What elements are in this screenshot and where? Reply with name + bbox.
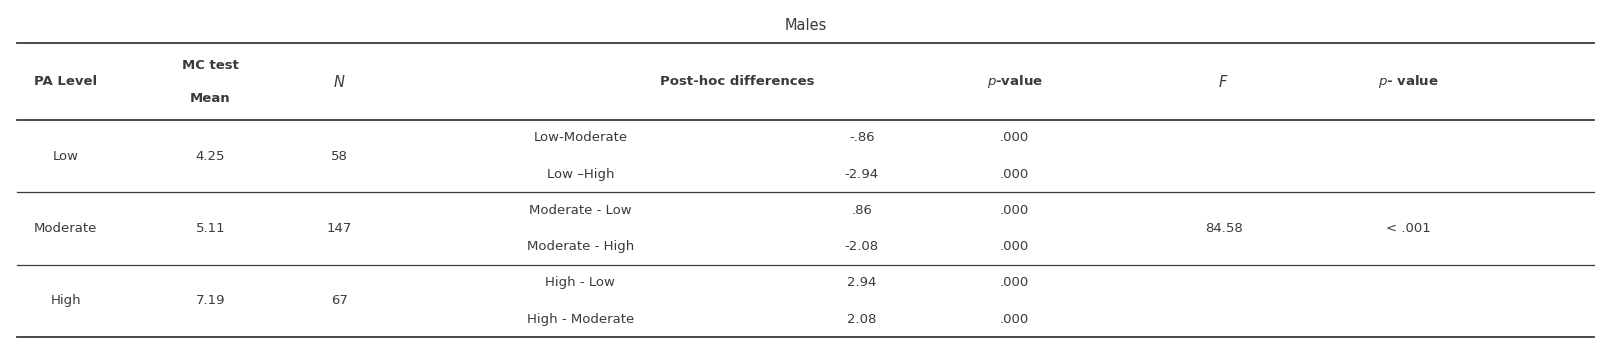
Text: .000: .000 — [1000, 131, 1029, 144]
Text: .000: .000 — [1000, 313, 1029, 325]
Text: .000: .000 — [1000, 203, 1029, 217]
Text: PA Level: PA Level — [34, 75, 97, 88]
Text: 67: 67 — [330, 294, 348, 307]
Text: High: High — [50, 294, 81, 307]
Text: .000: .000 — [1000, 275, 1029, 289]
Text: -2.94: -2.94 — [844, 168, 880, 182]
Text: $\mathit{F}$: $\mathit{F}$ — [1218, 74, 1229, 90]
Text: 84.58: 84.58 — [1205, 222, 1242, 235]
Text: Low: Low — [53, 150, 79, 163]
Text: 2.94: 2.94 — [847, 275, 876, 289]
Text: Males: Males — [785, 18, 826, 33]
Text: .86: .86 — [851, 203, 872, 217]
Text: High - Low: High - Low — [546, 275, 615, 289]
Text: MC test: MC test — [182, 58, 238, 72]
Text: 7.19: 7.19 — [195, 294, 226, 307]
Text: Mean: Mean — [190, 92, 230, 105]
Text: Low –High: Low –High — [546, 168, 614, 182]
Text: < .001: < .001 — [1385, 222, 1431, 235]
Text: 4.25: 4.25 — [195, 150, 226, 163]
Text: 58: 58 — [330, 150, 348, 163]
Text: $\mathit{N}$: $\mathit{N}$ — [333, 74, 345, 90]
Text: $\mathit{p}$-value: $\mathit{p}$-value — [986, 73, 1042, 90]
Text: 5.11: 5.11 — [195, 222, 226, 235]
Text: .000: .000 — [1000, 240, 1029, 254]
Text: -.86: -.86 — [849, 131, 875, 144]
Text: 2.08: 2.08 — [847, 313, 876, 325]
Text: High - Moderate: High - Moderate — [527, 313, 635, 325]
Text: Low-Moderate: Low-Moderate — [533, 131, 627, 144]
Text: Moderate: Moderate — [34, 222, 97, 235]
Text: Moderate - High: Moderate - High — [527, 240, 635, 254]
Text: -2.08: -2.08 — [844, 240, 880, 254]
Text: $\mathit{p}$- value: $\mathit{p}$- value — [1379, 73, 1439, 90]
Text: Moderate - Low: Moderate - Low — [528, 203, 632, 217]
Text: .000: .000 — [1000, 168, 1029, 182]
Text: Post-hoc differences: Post-hoc differences — [661, 75, 815, 88]
Text: 147: 147 — [327, 222, 351, 235]
